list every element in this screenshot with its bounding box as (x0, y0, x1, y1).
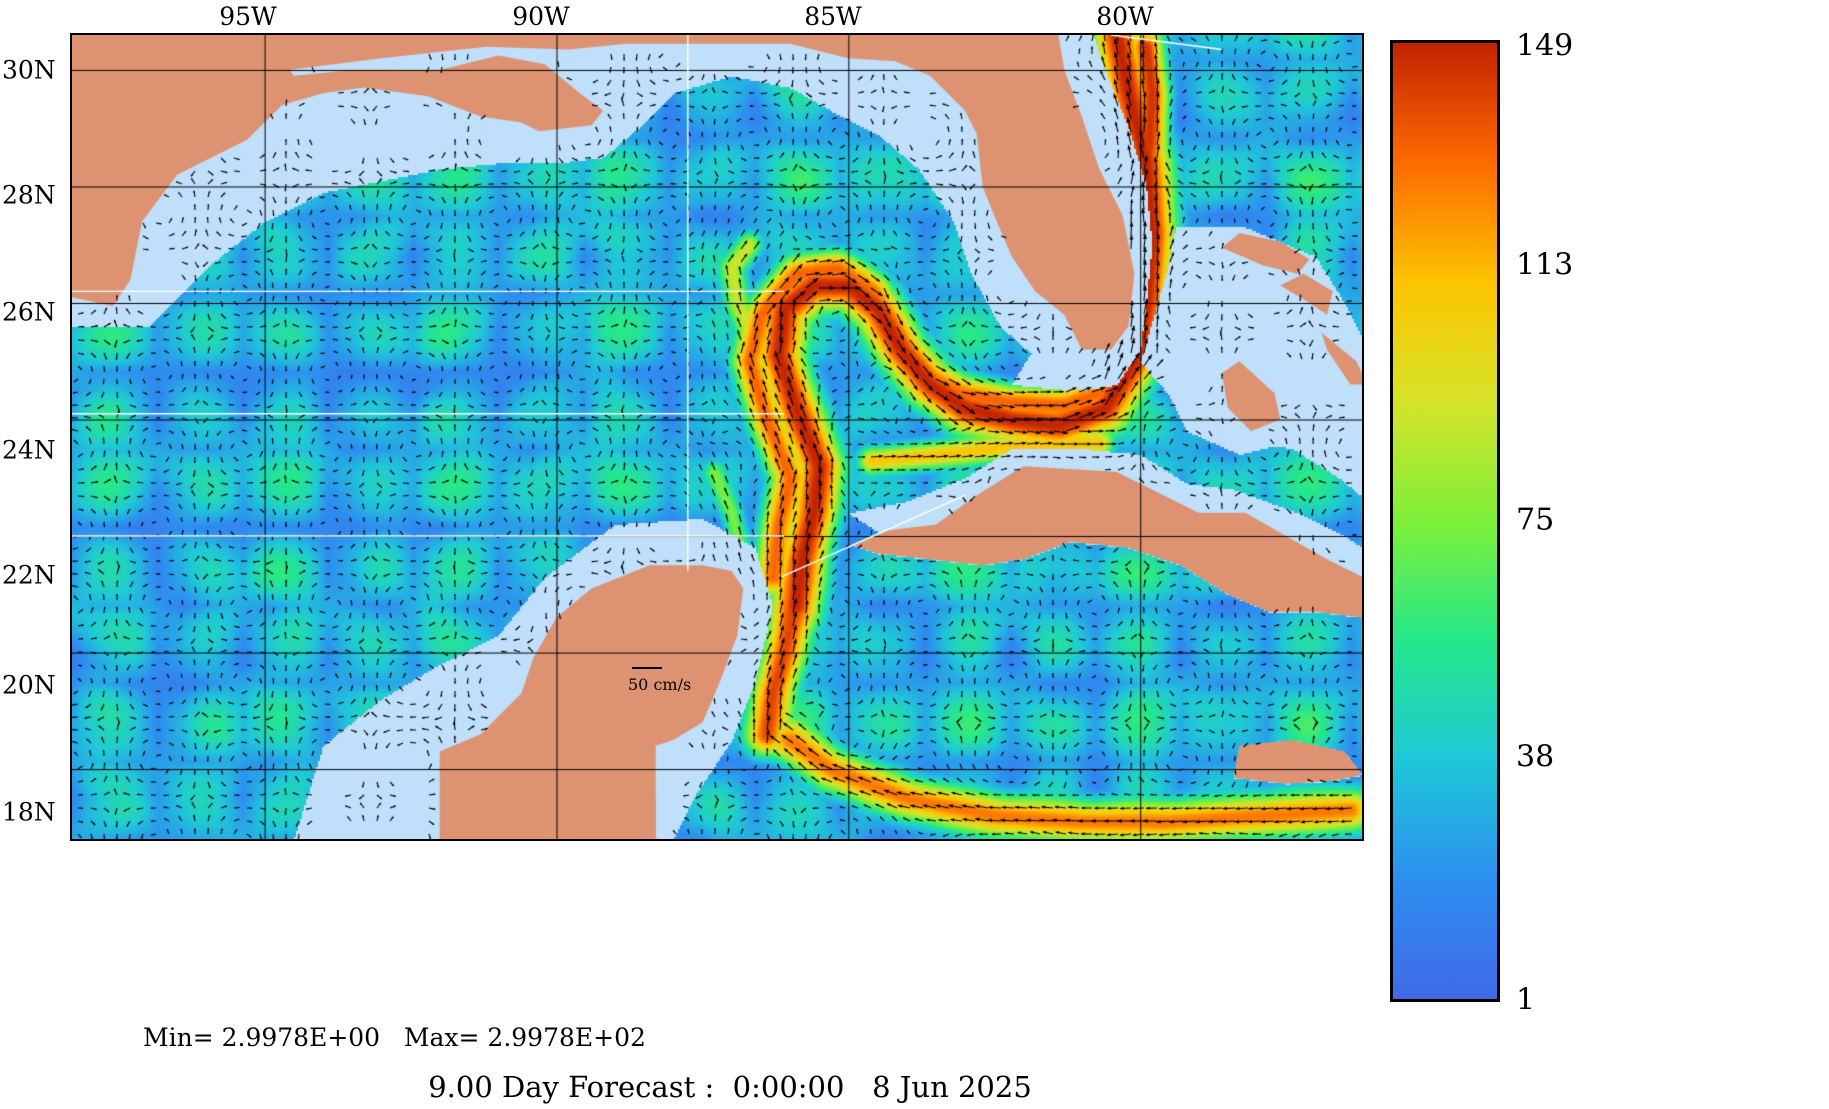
colorbar-gradient (1390, 40, 1500, 1002)
colorbar-tick-label: 38 (1516, 739, 1555, 775)
forecast-map[interactable]: 50 cm/s (70, 33, 1364, 841)
colorbar (1390, 40, 1500, 1002)
ocean-current-speed-field (72, 35, 1362, 839)
x-tick-label: 85W (804, 2, 862, 31)
colorbar-tick-label: 1 (1516, 982, 1536, 1018)
colorbar-tick-label: 75 (1516, 502, 1555, 538)
y-tick-label: 30N (2, 55, 56, 85)
y-tick-label: 26N (2, 297, 56, 327)
y-tick-label: 24N (2, 435, 56, 465)
colorbar-tick-label: 149 (1516, 28, 1574, 64)
y-tick-label: 22N (2, 560, 56, 590)
vector-scale-key: 50 cm/s (628, 667, 738, 694)
x-tick-label: 80W (1096, 2, 1154, 31)
forecast-title: 9.00 Day Forecast : 0:00:00 8 Jun 2025 (428, 1070, 1032, 1104)
x-tick-label: 90W (512, 2, 570, 31)
y-tick-label: 28N (2, 180, 56, 210)
vector-scale-label: 50 cm/s (628, 675, 692, 694)
x-tick-label: 95W (219, 2, 277, 31)
y-tick-label: 20N (2, 670, 56, 700)
colorbar-tick-label: 113 (1516, 247, 1574, 283)
min-max-annotation: Min= 2.9978E+00 Max= 2.9978E+02 (143, 1023, 646, 1052)
vector-scale-arrow-icon (632, 667, 662, 669)
y-tick-label: 18N (2, 797, 56, 827)
